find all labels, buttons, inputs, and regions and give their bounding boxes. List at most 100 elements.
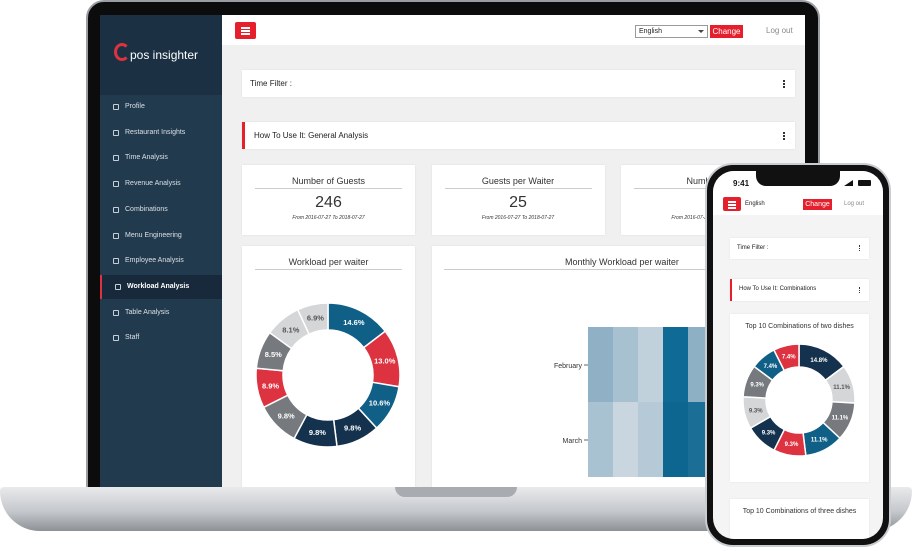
divider bbox=[255, 188, 402, 189]
stat-value: 246 bbox=[315, 194, 342, 211]
donut-slice bbox=[296, 302, 329, 336]
divider bbox=[444, 188, 592, 189]
menu-item[interactable]: Staff bbox=[100, 326, 222, 350]
menu-item[interactable]: Restaurant Insights bbox=[100, 121, 222, 145]
heatmap-cell bbox=[613, 402, 638, 477]
stat-card: Guests per Waiter 25 From 2016-07-27 To 20… bbox=[431, 165, 605, 235]
menu-toggle[interactable] bbox=[235, 22, 256, 39]
menu-item[interactable]: Table Analysis bbox=[100, 301, 222, 325]
logout-link[interactable]: Log out bbox=[766, 26, 793, 35]
combinations-three-card: Top 10 Combinations of three dishes bbox=[730, 499, 869, 539]
logo-area: pos insighter bbox=[100, 15, 222, 95]
menu-item[interactable]: Employee Analysis bbox=[100, 249, 222, 273]
clock: 9:41 bbox=[733, 179, 750, 188]
menu-item[interactable]: Workload Analysis bbox=[100, 274, 222, 299]
card-title: How To Use It: General Analysis bbox=[254, 131, 369, 140]
slice-label: 9.8% bbox=[309, 428, 326, 437]
workload-card: Workload per waiter 14.6% 13.0% 10.6% 9.8% 9… bbox=[242, 246, 415, 487]
chart-title: Top 10 Combinations of two dishes bbox=[745, 323, 854, 330]
change-button[interactable]: Change bbox=[803, 199, 832, 210]
phone-topbar: English Change Log out bbox=[713, 195, 883, 215]
slice-label: 8.9% bbox=[262, 381, 279, 390]
menu-item[interactable]: Menu Engineering bbox=[100, 224, 222, 248]
heatmap-cell bbox=[588, 327, 613, 402]
how-to-card[interactable]: How To Use It: General Analysis bbox=[242, 122, 795, 149]
kebab-icon[interactable] bbox=[859, 245, 861, 251]
signal-icon bbox=[844, 180, 853, 186]
slice-label: 8.5% bbox=[265, 350, 282, 359]
language-select[interactable]: English bbox=[635, 25, 708, 38]
combinations-donut: 14.8% 11.1% 11.1% 11.1% 9.3% 9.3% 9.3% 9.3% 7.4%… bbox=[742, 343, 856, 457]
slice-label: 6.9% bbox=[307, 313, 324, 322]
menu-icon bbox=[113, 104, 119, 110]
menu-item[interactable]: Combinations bbox=[100, 198, 222, 222]
heatmap-cell bbox=[613, 327, 638, 402]
slice-label: 14.8% bbox=[810, 358, 828, 364]
stat-card: Number of Guests 246 From 2016-07-27 To 20… bbox=[242, 165, 415, 235]
laptop-screen: pos insighter Profile Restaurant Insights… bbox=[100, 15, 805, 487]
menu-toggle[interactable] bbox=[723, 197, 741, 211]
slice-label: 9.3% bbox=[762, 430, 776, 436]
divider bbox=[444, 269, 804, 270]
divider bbox=[255, 269, 402, 270]
menu-icon bbox=[115, 283, 121, 290]
how-to-card[interactable]: How To Use It: Combinations bbox=[730, 279, 869, 301]
heatmap-cell bbox=[663, 402, 688, 477]
battery-icon bbox=[858, 180, 871, 186]
kebab-icon[interactable] bbox=[859, 287, 861, 293]
heatmap-cell bbox=[638, 327, 663, 402]
kebab-icon[interactable] bbox=[783, 132, 785, 140]
menu-icon bbox=[113, 309, 119, 316]
kebab-icon[interactable] bbox=[783, 80, 785, 88]
y-tick-label: March bbox=[563, 438, 583, 445]
donut-slice bbox=[772, 343, 800, 372]
slice-label: 9.3% bbox=[750, 383, 764, 389]
menu-item[interactable]: Profile bbox=[100, 95, 222, 119]
change-button[interactable]: Change bbox=[710, 25, 743, 38]
slice-label: 13.0% bbox=[374, 356, 396, 365]
card-title: How To Use It: Combinations bbox=[739, 286, 817, 292]
slice-label: 9.8% bbox=[278, 411, 295, 420]
menu-icon bbox=[113, 206, 119, 213]
topbar: English Change Log out bbox=[222, 15, 805, 45]
slice-label: 11.1% bbox=[832, 415, 849, 421]
heatmap-cell bbox=[588, 402, 613, 477]
brand: pos insighter bbox=[130, 48, 199, 62]
sidebar: pos insighter Profile Restaurant Insights… bbox=[100, 15, 222, 487]
time-filter-card[interactable]: Time Filter : bbox=[242, 70, 795, 97]
slice-label: 11.1% bbox=[833, 385, 850, 391]
stat-title: Number of Guests bbox=[291, 176, 366, 186]
logout-link[interactable]: Log out bbox=[844, 201, 865, 207]
menu-item[interactable]: Revenue Analysis bbox=[100, 172, 222, 196]
card-title: Time Filter : bbox=[250, 79, 292, 88]
menu-item[interactable]: Time Analysis bbox=[100, 146, 222, 170]
slice-label: 11.1% bbox=[811, 438, 828, 444]
slice-label: 9.3% bbox=[749, 408, 763, 414]
menu-icon bbox=[113, 181, 119, 188]
stat-range: From 2016-07-27 To 2018-07-27 bbox=[292, 215, 365, 221]
y-tick-label: February bbox=[554, 363, 583, 370]
language-select[interactable]: English bbox=[745, 201, 765, 207]
slice-label: 14.6% bbox=[343, 318, 365, 327]
stat-title: Guests per Waiter bbox=[481, 176, 555, 186]
stat-range: From 2016-07-27 To 2018-07-27 bbox=[481, 215, 555, 221]
slice-label: 7.4% bbox=[764, 364, 778, 370]
time-filter-card[interactable]: Time Filter : bbox=[730, 238, 869, 259]
menu-icon bbox=[113, 335, 119, 342]
slice-label: 8.1% bbox=[282, 325, 299, 334]
chart-title: Top 10 Combinations of three dishes bbox=[742, 508, 857, 515]
slice-label: 7.4% bbox=[782, 355, 796, 361]
menu-icon bbox=[113, 258, 119, 265]
phone-screen: 9:41 English Change Log out Time Filter … bbox=[713, 171, 883, 539]
phone-notch bbox=[756, 171, 840, 186]
slice-label: 9.8% bbox=[344, 424, 361, 433]
status-bar: 9:41 bbox=[713, 171, 883, 195]
chart-title: Monthly Workload per waiter bbox=[565, 257, 679, 267]
logo-mark bbox=[114, 43, 130, 61]
heatmap-cell bbox=[663, 327, 688, 402]
slice-label: 10.6% bbox=[369, 398, 391, 407]
heatmap-cell bbox=[638, 402, 663, 477]
chart-title: Workload per waiter bbox=[288, 257, 369, 267]
stat-value: 25 bbox=[509, 194, 527, 211]
